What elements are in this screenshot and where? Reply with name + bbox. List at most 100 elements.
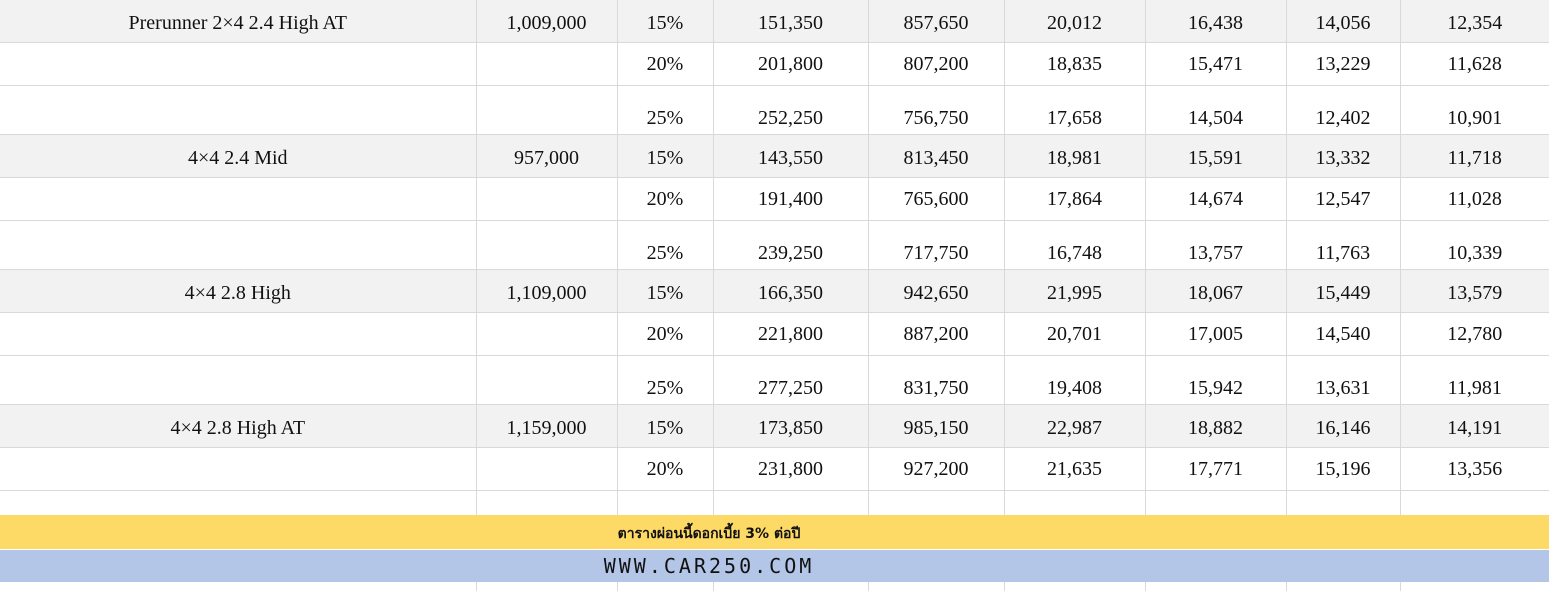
monthly-48-cell: 17,864 — [1004, 177, 1146, 221]
model-cell — [0, 85, 477, 135]
table-row: 25% 239,250 717,750 16,748 13,757 11,763 10,33… — [0, 220, 1549, 270]
price-cell — [476, 42, 618, 86]
monthly-48-cell: 18,835 — [1004, 42, 1146, 86]
price-cell: 1,109,000 — [476, 269, 618, 313]
finance-amount-cell: 765,600 — [868, 177, 1005, 221]
monthly-72-cell: 13,631 — [1286, 355, 1401, 405]
monthly-48-cell: 21,635 — [1004, 447, 1146, 491]
finance-amount-cell: 887,200 — [868, 312, 1005, 356]
price-cell: 1,159,000 — [476, 404, 618, 448]
down-payment-cell: 231,800 — [713, 447, 869, 491]
tail-line — [0, 582, 477, 591]
monthly-72-cell: 13,332 — [1286, 134, 1401, 178]
tail-line — [0, 582, 1005, 591]
monthly-72-cell: 14,540 — [1286, 312, 1401, 356]
down-percent-cell: 20% — [617, 312, 714, 356]
website-label: WWW.CAR250.COM — [603, 554, 815, 578]
monthly-84-cell: 11,628 — [1400, 42, 1549, 86]
down-percent-cell: 15% — [617, 0, 714, 43]
table-row: 20% 191,400 765,600 17,864 14,674 12,547 11,02… — [0, 177, 1549, 221]
down-percent-cell: 15% — [617, 134, 714, 178]
down-payment-cell: 277,250 — [713, 355, 869, 405]
table-row: 20% 221,800 887,200 20,701 17,005 14,540 12,78… — [0, 312, 1549, 356]
table-row: 4×4 2.4 Mid 957,000 15% 143,550 813,450 18,98… — [0, 134, 1549, 178]
model-cell — [0, 447, 477, 491]
monthly-48-cell: 20,012 — [1004, 0, 1146, 43]
price-cell — [476, 220, 618, 270]
monthly-72-cell: 12,547 — [1286, 177, 1401, 221]
model-cell — [0, 220, 477, 270]
down-payment-cell: 221,800 — [713, 312, 869, 356]
monthly-60-cell: 13,757 — [1145, 220, 1287, 270]
table-row: 20% 201,800 807,200 18,835 15,471 13,229 11,62… — [0, 42, 1549, 86]
monthly-48-cell: 17,658 — [1004, 85, 1146, 135]
model-cell — [0, 177, 477, 221]
monthly-60-cell: 15,591 — [1145, 134, 1287, 178]
down-payment-cell: 191,400 — [713, 177, 869, 221]
down-percent-cell: 15% — [617, 269, 714, 313]
finance-amount-cell: 717,750 — [868, 220, 1005, 270]
finance-amount-cell: 927,200 — [868, 447, 1005, 491]
model-cell: 4×4 2.4 Mid — [0, 134, 477, 178]
tail-line — [0, 582, 714, 591]
installment-table-body: Prerunner 2×4 2.4 High AT 1,009,000 15% 151… — [0, 0, 1549, 540]
monthly-72-cell: 15,196 — [1286, 447, 1401, 491]
monthly-48-cell: 21,995 — [1004, 269, 1146, 313]
monthly-60-cell: 14,504 — [1145, 85, 1287, 135]
model-cell — [0, 312, 477, 356]
down-payment-cell: 252,250 — [713, 85, 869, 135]
monthly-84-cell: 11,028 — [1400, 177, 1549, 221]
monthly-84-cell: 11,981 — [1400, 355, 1549, 405]
table-row: 20% 231,800 927,200 21,635 17,771 15,196 13,35… — [0, 447, 1549, 491]
interest-note-bar: ตารางผ่อนนี้ดอกเบี้ย 3% ต่อปี — [0, 515, 1549, 549]
model-cell — [0, 42, 477, 86]
down-payment-cell: 166,350 — [713, 269, 869, 313]
down-payment-cell: 151,350 — [713, 0, 869, 43]
price-cell — [476, 447, 618, 491]
table-tail-lines — [0, 582, 1549, 591]
finance-amount-cell: 807,200 — [868, 42, 1005, 86]
price-cell — [476, 177, 618, 221]
down-payment-cell: 173,850 — [713, 404, 869, 448]
table-row: 25% 252,250 756,750 17,658 14,504 12,402 10,90… — [0, 85, 1549, 135]
price-cell: 1,009,000 — [476, 0, 618, 43]
monthly-48-cell: 19,408 — [1004, 355, 1146, 405]
model-cell — [0, 355, 477, 405]
monthly-84-cell: 14,191 — [1400, 404, 1549, 448]
monthly-84-cell: 13,579 — [1400, 269, 1549, 313]
down-percent-cell: 20% — [617, 177, 714, 221]
monthly-48-cell: 18,981 — [1004, 134, 1146, 178]
model-cell: 4×4 2.8 High AT — [0, 404, 477, 448]
monthly-60-cell: 14,674 — [1145, 177, 1287, 221]
monthly-60-cell: 15,942 — [1145, 355, 1287, 405]
monthly-48-cell: 22,987 — [1004, 404, 1146, 448]
tail-line — [0, 582, 1401, 591]
monthly-48-cell: 20,701 — [1004, 312, 1146, 356]
finance-amount-cell: 857,650 — [868, 0, 1005, 43]
monthly-60-cell: 15,471 — [1145, 42, 1287, 86]
price-cell — [476, 355, 618, 405]
price-cell — [476, 312, 618, 356]
interest-note: ตารางผ่อนนี้ดอกเบี้ย 3% ต่อปี — [617, 526, 801, 542]
monthly-60-cell: 18,882 — [1145, 404, 1287, 448]
down-percent-cell: 20% — [617, 447, 714, 491]
price-cell — [476, 85, 618, 135]
monthly-84-cell: 10,901 — [1400, 85, 1549, 135]
finance-amount-cell: 756,750 — [868, 85, 1005, 135]
down-payment-cell: 143,550 — [713, 134, 869, 178]
finance-amount-cell: 831,750 — [868, 355, 1005, 405]
monthly-72-cell: 16,146 — [1286, 404, 1401, 448]
tail-line — [0, 582, 1146, 591]
model-cell: 4×4 2.8 High — [0, 269, 477, 313]
monthly-84-cell: 13,356 — [1400, 447, 1549, 491]
tail-line — [0, 582, 869, 591]
price-cell: 957,000 — [476, 134, 618, 178]
down-percent-cell: 15% — [617, 404, 714, 448]
installment-table: Prerunner 2×4 2.4 High AT 1,009,000 15% 151… — [0, 0, 1549, 540]
finance-amount-cell: 813,450 — [868, 134, 1005, 178]
down-percent-cell: 25% — [617, 85, 714, 135]
monthly-84-cell: 12,780 — [1400, 312, 1549, 356]
table-row: 4×4 2.8 High AT 1,159,000 15% 173,850 985,15… — [0, 404, 1549, 448]
monthly-84-cell: 11,718 — [1400, 134, 1549, 178]
monthly-72-cell: 13,229 — [1286, 42, 1401, 86]
